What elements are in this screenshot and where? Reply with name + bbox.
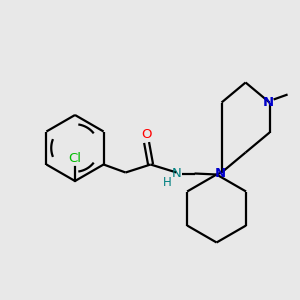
Text: H: H [163, 176, 172, 189]
Text: O: O [141, 128, 152, 141]
Text: N: N [263, 96, 274, 109]
Text: Cl: Cl [68, 152, 82, 166]
Text: N: N [215, 167, 226, 180]
Text: N: N [172, 167, 182, 180]
